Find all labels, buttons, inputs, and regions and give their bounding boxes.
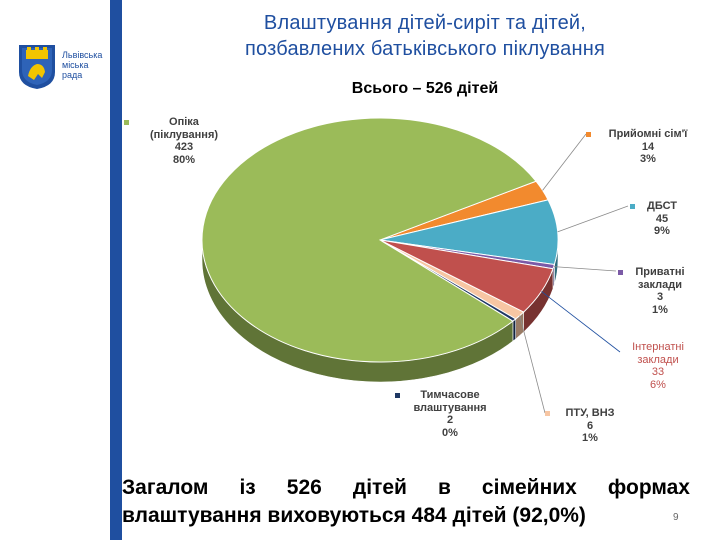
label-internatni: Інтернатні заклади 33 6% xyxy=(620,341,696,391)
label-line: Опіка xyxy=(169,116,199,128)
label-line: заклади xyxy=(638,278,682,291)
leader-line xyxy=(557,205,629,233)
label-line: 6 xyxy=(586,419,594,432)
label-pryvatni: Приватні заклади 3 1% xyxy=(618,266,692,316)
label-line: 14 xyxy=(641,140,655,153)
blue-side-band xyxy=(110,0,122,540)
leader-line xyxy=(553,266,617,272)
legend-marker-opika xyxy=(124,120,129,125)
summary-line: Загалом із 526 дітей в сімейних формах xyxy=(122,476,690,499)
leader-line xyxy=(542,133,587,191)
title-line: позбавлених батьківського піклування xyxy=(245,38,605,60)
label-line: (піклування) xyxy=(149,128,219,141)
logo-line: рада xyxy=(62,70,83,80)
pie-slice xyxy=(201,117,537,363)
label-line: 3% xyxy=(640,153,656,165)
summary-text: Загалом із 526 дітей в сімейних формах в… xyxy=(122,474,690,530)
lviv-coat-of-arms-logo xyxy=(16,42,58,90)
label-pryiomni: Прийомні сім'ї 14 3% xyxy=(586,128,698,166)
label-dbst: ДБСТ 45 9% xyxy=(630,200,682,238)
title-line: Влаштування дітей-сиріт та дітей, xyxy=(263,12,587,34)
chart-subtitle: Всього – 526 дітей xyxy=(351,80,499,97)
label-line: заклади xyxy=(637,353,679,366)
slide-title: Влаштування дітей-сиріт та дітей, позбав… xyxy=(130,10,720,62)
legend-marker-ptu xyxy=(545,411,550,416)
label-line: 33 xyxy=(651,366,665,378)
label-line: 2 xyxy=(446,414,454,426)
leader-line xyxy=(541,291,621,353)
label-line: 1% xyxy=(652,303,668,316)
label-line: 1% xyxy=(582,432,598,444)
legend-marker-pryvatni xyxy=(618,270,623,275)
pie-top-group xyxy=(201,117,559,363)
label-line: 80% xyxy=(172,153,196,166)
logo-text: Львівська міська рада xyxy=(62,50,110,80)
legend-marker-pryiomni xyxy=(586,132,591,137)
summary-line: влаштування виховуються 484 дітей (92,0%… xyxy=(122,504,586,527)
label-line: 45 xyxy=(655,212,669,225)
label-line: 9% xyxy=(654,225,670,237)
logo-line: Львівська xyxy=(62,50,103,60)
label-line: Прийомні сім'ї xyxy=(608,128,688,140)
label-tymchasove: Тимчасове влаштування 2 0% xyxy=(395,389,497,439)
label-line: Приватні xyxy=(635,266,685,278)
label-opika: Опіка (піклування) 423 80% xyxy=(120,116,234,166)
label-line: 423 xyxy=(174,141,194,153)
leader-line xyxy=(519,315,546,414)
logo-line: міська xyxy=(62,60,89,70)
label-line: влаштування xyxy=(413,401,487,414)
pie-slice xyxy=(379,199,559,266)
pie-slice-side xyxy=(512,318,517,342)
leader-lines xyxy=(519,133,629,414)
label-line: 6% xyxy=(650,378,666,391)
legend-marker-tymchasove xyxy=(395,393,400,398)
label-ptu: ПТУ, ВНЗ 6 1% xyxy=(545,407,625,445)
legend-marker-dbst xyxy=(630,204,635,209)
label-line: 0% xyxy=(442,426,458,439)
sidebar: Львівська міська рада xyxy=(0,0,110,540)
label-line: 3 xyxy=(656,291,664,303)
page-number: 9 xyxy=(673,512,679,523)
label-line: Тимчасове xyxy=(420,389,480,401)
label-line: ПТУ, ВНЗ xyxy=(565,407,615,419)
label-line: ДБСТ xyxy=(647,200,677,212)
label-line: Інтернатні xyxy=(632,341,684,353)
